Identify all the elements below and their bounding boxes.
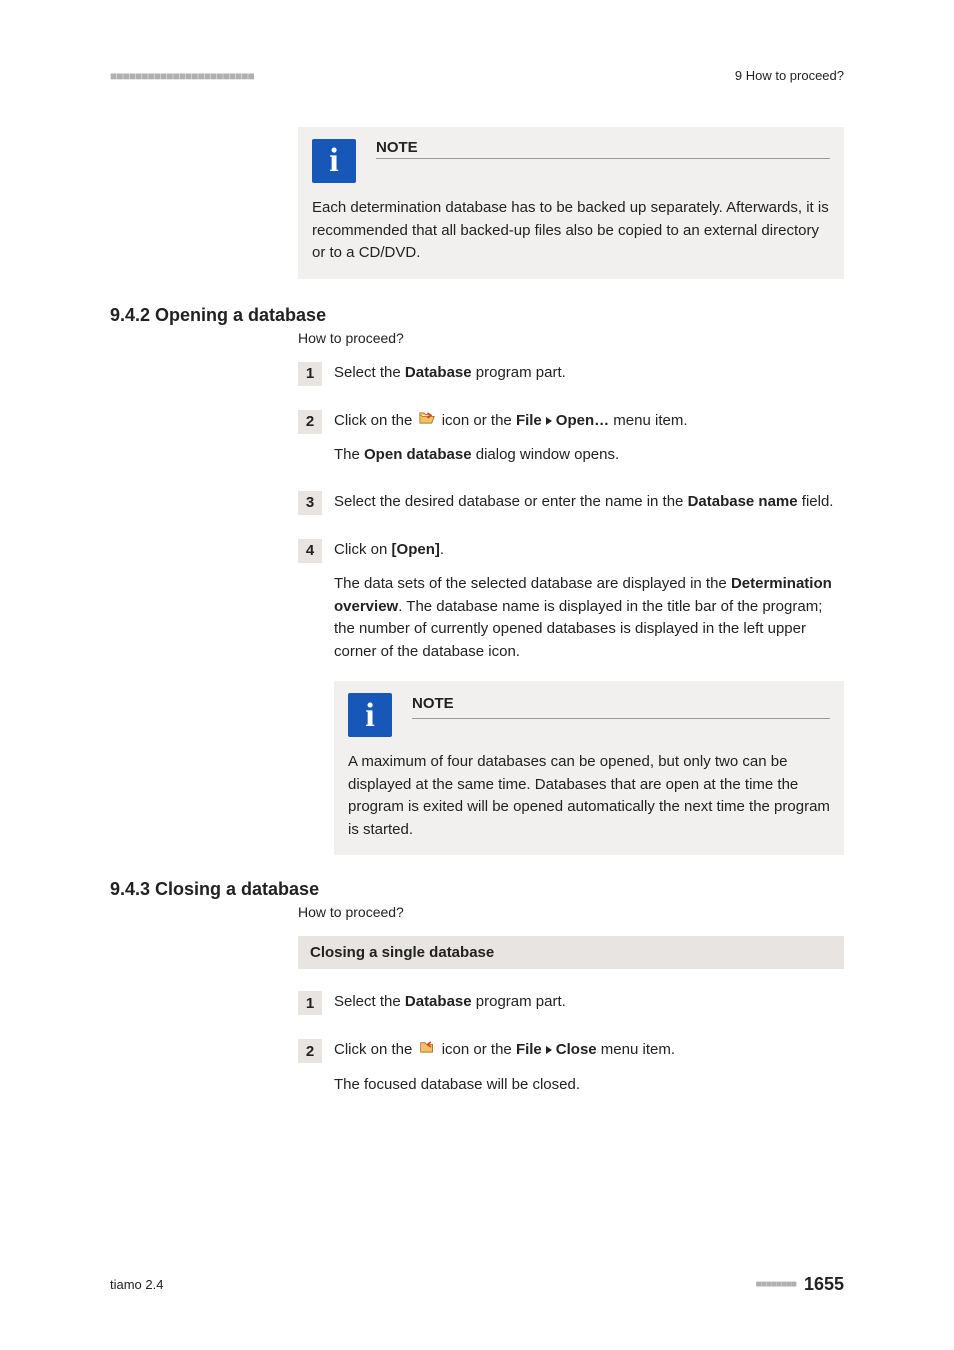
step-number: 2	[298, 410, 322, 434]
section-heading: 9.4.2 Opening a database	[110, 305, 844, 326]
section-heading: 9.4.3 Closing a database	[110, 879, 844, 900]
step-2: 2 Click on the icon or the FileOpen… men…	[298, 410, 844, 467]
subsection-heading: Closing a single database	[298, 936, 844, 969]
step-text: Select the Database program part.	[334, 362, 844, 385]
step-text: Click on [Open].	[334, 539, 844, 562]
footer-decoration: ■■■■■■■■	[756, 1279, 796, 1290]
step-text: Click on the icon or the FileClose menu …	[334, 1039, 844, 1062]
section-sublabel: How to proceed?	[298, 330, 844, 346]
step-result: The data sets of the selected database a…	[334, 573, 844, 663]
note-2: i NOTE A maximum of four databases can b…	[334, 681, 844, 855]
step-text: Select the Database program part.	[334, 991, 844, 1014]
page-footer: tiamo 2.4 ■■■■■■■■ 1655	[110, 1274, 844, 1295]
step-result: The focused database will be closed.	[334, 1074, 844, 1097]
note-title: NOTE	[376, 139, 830, 159]
submenu-arrow-icon	[546, 1046, 552, 1054]
note-1: i NOTE Each determination database has t…	[298, 127, 844, 279]
submenu-arrow-icon	[546, 417, 552, 425]
info-icon: i	[312, 139, 356, 183]
step-1: 1 Select the Database program part.	[298, 991, 844, 1015]
section-sublabel: How to proceed?	[298, 904, 844, 920]
step-number: 1	[298, 991, 322, 1015]
step-number: 2	[298, 1039, 322, 1063]
header-chapter-label: 9 How to proceed?	[735, 68, 844, 83]
page-content: ■■■■■■■■■■■■■■■■■■■■■■■ 9 How to proceed…	[0, 0, 954, 1160]
footer-product: tiamo 2.4	[110, 1277, 163, 1292]
step-4: 4 Click on [Open]. The data sets of the …	[298, 539, 844, 856]
folder-close-icon	[419, 1039, 436, 1062]
note-title: NOTE	[412, 693, 830, 719]
folder-open-icon	[419, 410, 436, 433]
step-3: 3 Select the desired database or enter t…	[298, 491, 844, 515]
step-number: 4	[298, 539, 322, 563]
step-number: 1	[298, 362, 322, 386]
step-result: The Open database dialog window opens.	[334, 444, 844, 467]
header-decoration: ■■■■■■■■■■■■■■■■■■■■■■■	[110, 69, 254, 83]
note-body: Each determination database has to be ba…	[312, 197, 830, 265]
page-header: ■■■■■■■■■■■■■■■■■■■■■■■ 9 How to proceed…	[110, 68, 844, 83]
step-text: Select the desired database or enter the…	[334, 491, 844, 514]
step-text: Click on the icon or the FileOpen… menu …	[334, 410, 844, 433]
info-icon: i	[348, 693, 392, 737]
step-1: 1 Select the Database program part.	[298, 362, 844, 386]
note-body: A maximum of four databases can be opene…	[348, 751, 830, 841]
step-2: 2 Click on the icon or the FileClose men…	[298, 1039, 844, 1096]
step-number: 3	[298, 491, 322, 515]
section-942: 9.4.2 Opening a database How to proceed?…	[110, 305, 844, 856]
section-943: 9.4.3 Closing a database How to proceed?…	[110, 879, 844, 1096]
page-number: 1655	[804, 1274, 844, 1295]
